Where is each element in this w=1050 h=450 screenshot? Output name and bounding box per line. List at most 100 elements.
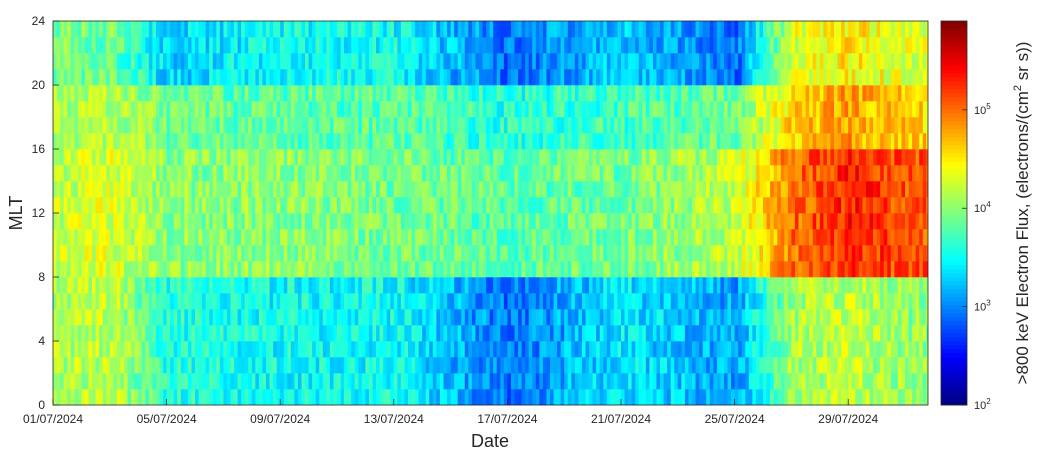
heatmap-cell	[383, 341, 388, 358]
heatmap-cell	[141, 53, 146, 70]
heatmap-cell	[88, 389, 93, 406]
heatmap-cell	[596, 213, 601, 230]
heatmap-cell	[198, 37, 203, 54]
heatmap-cell	[773, 197, 778, 214]
heatmap-cell	[53, 37, 57, 54]
heatmap-cell	[266, 341, 270, 358]
heatmap-cell	[383, 261, 388, 278]
heatmap-cell	[209, 181, 214, 198]
heatmap-cell	[152, 277, 157, 294]
heatmap-cell	[56, 69, 61, 86]
heatmap-cell	[635, 21, 640, 38]
heatmap-cell	[493, 261, 498, 278]
heatmap-cell	[574, 69, 579, 86]
heatmap-cell	[404, 373, 409, 390]
heatmap-cell	[663, 197, 668, 214]
heatmap-cell	[131, 21, 136, 38]
heatmap-cell	[518, 373, 522, 390]
heatmap-cell	[532, 389, 537, 406]
heatmap-cell	[322, 101, 327, 118]
heatmap-cell	[77, 181, 82, 198]
heatmap-cell	[81, 245, 86, 262]
heatmap-cell	[532, 133, 537, 150]
heatmap-cell	[347, 149, 352, 166]
heatmap-cell	[706, 53, 711, 70]
heatmap-cell	[74, 133, 79, 150]
heatmap-cell	[493, 101, 498, 118]
heatmap-cell	[574, 133, 579, 150]
heatmap-cell	[596, 181, 601, 198]
heatmap-cell	[709, 261, 714, 278]
heatmap-cell	[454, 293, 459, 310]
heatmap-cell	[237, 181, 242, 198]
heatmap-cell	[567, 213, 572, 230]
heatmap-cell	[720, 389, 725, 406]
heatmap-cell	[177, 373, 182, 390]
heatmap-cell	[159, 85, 164, 102]
heatmap-cell	[684, 293, 689, 310]
heatmap-cell	[344, 197, 349, 214]
heatmap-cell	[642, 325, 647, 342]
heatmap-cell	[127, 341, 132, 358]
heatmap-cell	[539, 101, 544, 118]
heatmap-cell	[88, 149, 93, 166]
heatmap-cell	[354, 101, 359, 118]
heatmap-cell	[145, 229, 150, 246]
heatmap-cell	[621, 165, 625, 182]
heatmap-cell	[542, 357, 547, 374]
heatmap-cell	[539, 229, 544, 246]
heatmap-cell	[532, 181, 537, 198]
heatmap-cell	[305, 325, 309, 342]
heatmap-cell	[127, 53, 132, 70]
heatmap-cell	[92, 101, 96, 118]
heatmap-cell	[660, 261, 664, 278]
heatmap-cell	[454, 213, 459, 230]
heatmap-cell	[621, 21, 625, 38]
heatmap-cell	[95, 229, 100, 246]
heatmap-cell	[81, 53, 86, 70]
heatmap-cell	[649, 117, 654, 134]
heatmap-cell	[212, 325, 217, 342]
heatmap-cell	[439, 357, 444, 374]
heatmap-cell	[670, 37, 675, 54]
heatmap-cell	[454, 341, 459, 358]
heatmap-cell	[510, 213, 515, 230]
heatmap-cell	[649, 85, 654, 102]
heatmap-cell	[251, 165, 256, 182]
heatmap-cell	[766, 53, 771, 70]
heatmap-cell	[77, 197, 82, 214]
heatmap-cell	[56, 277, 61, 294]
heatmap-cell	[180, 277, 185, 294]
heatmap-cell	[422, 277, 427, 294]
heatmap-cell	[411, 213, 416, 230]
heatmap-cell	[535, 325, 540, 342]
heatmap-cell	[379, 21, 384, 38]
heatmap-cell	[535, 181, 540, 198]
heatmap-cell	[67, 53, 72, 70]
heatmap-cell	[177, 85, 182, 102]
heatmap-cell	[454, 325, 459, 342]
heatmap-cell	[684, 165, 689, 182]
heatmap-cell	[131, 213, 136, 230]
heatmap-cell	[191, 133, 196, 150]
heatmap-cell	[315, 181, 320, 198]
heatmap-cell	[294, 37, 299, 54]
heatmap-cell	[695, 213, 700, 230]
heatmap-cell	[628, 181, 633, 198]
heatmap-cell	[131, 325, 136, 342]
heatmap-cell	[234, 133, 238, 150]
heatmap-cell	[120, 261, 125, 278]
heatmap-cell	[734, 21, 739, 38]
heatmap-cell	[564, 85, 569, 102]
heatmap-cell	[660, 229, 664, 246]
heatmap-cell	[425, 277, 430, 294]
heatmap-cell	[454, 165, 459, 182]
heatmap-cell	[230, 21, 235, 38]
heatmap-cell	[113, 117, 118, 134]
heatmap-cell	[315, 245, 320, 262]
heatmap-cell	[486, 165, 491, 182]
heatmap-cell	[251, 341, 256, 358]
heatmap-cell	[106, 341, 111, 358]
heatmap-cell	[280, 341, 285, 358]
heatmap-cell	[141, 117, 146, 134]
